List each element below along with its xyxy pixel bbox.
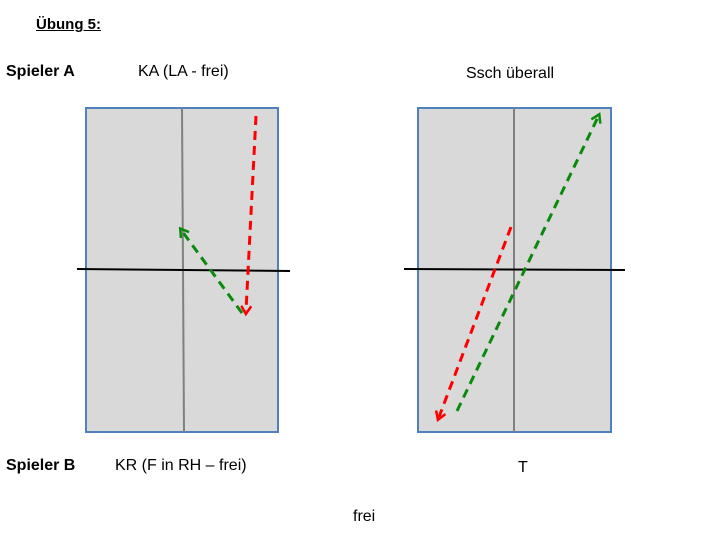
left-court-net xyxy=(76,268,291,272)
footer-label: frei xyxy=(353,508,376,525)
left-court-bottom-label: KR (F in RH – frei) xyxy=(115,457,247,474)
right-court xyxy=(403,107,626,433)
right-green-arrow xyxy=(455,117,598,412)
right-red-arrow xyxy=(439,226,513,417)
left-court-top-label: KA (LA - frei) xyxy=(138,63,229,80)
player-b-label: Spieler B xyxy=(6,457,76,474)
left-red-arrow xyxy=(246,115,258,311)
right-court-bottom-label: T xyxy=(518,459,528,476)
left-court xyxy=(76,107,291,433)
right-court-net xyxy=(403,268,626,271)
player-a-label: Spieler A xyxy=(6,63,75,80)
left-green-arrow xyxy=(182,231,244,314)
exercise-title: Übung 5: xyxy=(36,16,101,33)
right-court-top-label: Ssch überall xyxy=(466,65,555,82)
